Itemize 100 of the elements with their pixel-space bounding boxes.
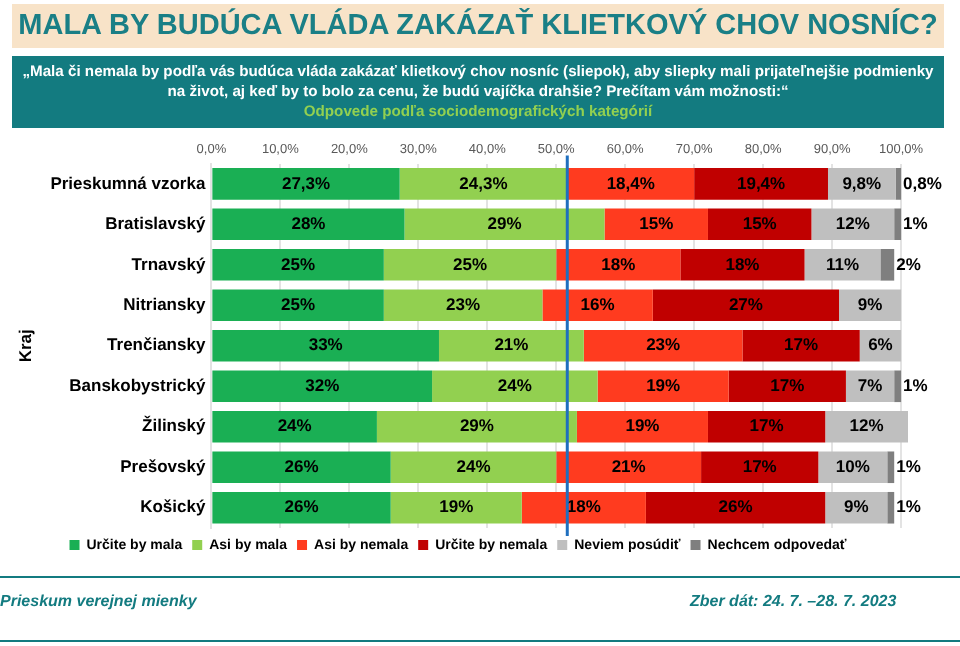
y-tick-label: Bratislavský bbox=[105, 213, 206, 234]
data-label: 17% bbox=[742, 455, 778, 476]
bar bbox=[597, 370, 729, 403]
data-label: 24% bbox=[456, 455, 492, 476]
bar bbox=[880, 249, 895, 281]
data-label: 1% bbox=[896, 455, 922, 476]
bar bbox=[680, 249, 805, 281]
bar bbox=[383, 249, 557, 281]
data-label: 9% bbox=[857, 294, 884, 314]
chart-title: MALA BY BUDÚCA VLÁDA ZAKÁZAŤ KLIETKOVÝ CHOV NOSNÍC? bbox=[12, 4, 944, 48]
bar bbox=[894, 370, 902, 403]
data-label: 33% bbox=[308, 334, 344, 355]
text: Zber dát: 24. 7. –28. 7. 2023 bbox=[690, 592, 897, 610]
bar bbox=[556, 451, 702, 484]
data-label: 29% bbox=[487, 213, 523, 234]
y-tick-label: Košický bbox=[140, 496, 206, 517]
data-label: 18% bbox=[725, 253, 761, 274]
text: Prieskum verejnej mienky bbox=[0, 592, 197, 610]
bar bbox=[212, 249, 384, 281]
bar bbox=[212, 491, 391, 524]
bar bbox=[212, 451, 391, 484]
bar bbox=[701, 451, 819, 484]
data-label: 10% bbox=[835, 455, 871, 476]
data-label: 17% bbox=[749, 415, 785, 436]
bar bbox=[212, 410, 377, 443]
data-label: 26% bbox=[284, 455, 320, 476]
bar bbox=[432, 370, 598, 403]
y-axis-title: Kraj bbox=[14, 329, 35, 363]
data-label: 21% bbox=[611, 455, 647, 476]
data-label: 27,3% bbox=[281, 172, 331, 193]
data-label: 15% bbox=[639, 213, 675, 234]
data-label: 23% bbox=[446, 294, 482, 314]
bar bbox=[728, 370, 846, 403]
bar bbox=[825, 410, 908, 443]
bar bbox=[383, 289, 543, 322]
bar bbox=[212, 168, 400, 200]
data-label: 27% bbox=[728, 294, 764, 314]
data-label: 24% bbox=[497, 374, 533, 395]
y-tick-label: Prešovský bbox=[120, 455, 206, 476]
data-label: 21% bbox=[494, 334, 530, 355]
data-label: 15% bbox=[742, 213, 778, 234]
data-label: 16% bbox=[580, 294, 616, 314]
bar bbox=[556, 249, 681, 281]
y-tick-label: Nitriansky bbox=[123, 294, 206, 314]
data-label: 19% bbox=[646, 374, 682, 395]
bar bbox=[825, 491, 888, 524]
bar bbox=[404, 208, 605, 241]
bar bbox=[576, 410, 708, 443]
data-label: 12% bbox=[835, 213, 871, 234]
data-label: 9% bbox=[843, 496, 870, 517]
y-tick-label: Žilinský bbox=[142, 415, 206, 436]
bar bbox=[804, 249, 881, 281]
data-label: 23% bbox=[646, 334, 682, 355]
data-label: 25% bbox=[281, 294, 316, 314]
data-label: 25% bbox=[453, 253, 488, 274]
data-label: 28% bbox=[291, 213, 327, 234]
y-tick-label: Trenčiansky bbox=[107, 334, 206, 355]
bar bbox=[694, 168, 828, 200]
data-label: 24% bbox=[277, 415, 313, 436]
bar bbox=[212, 289, 384, 322]
bar bbox=[742, 330, 860, 362]
bar bbox=[895, 168, 902, 200]
data-label: 17% bbox=[770, 374, 806, 395]
data-label: 17% bbox=[784, 334, 819, 355]
data-label: 12% bbox=[849, 415, 885, 436]
data-label: 19,4% bbox=[736, 172, 787, 193]
data-label: 9,8% bbox=[842, 172, 883, 193]
bar bbox=[652, 289, 840, 322]
data-label: 25% bbox=[281, 253, 316, 274]
bar bbox=[376, 410, 577, 443]
data-label: 0,8% bbox=[903, 172, 943, 193]
data-label: 29% bbox=[459, 415, 495, 436]
bar bbox=[645, 491, 826, 524]
y-tick-label: Banskobystrický bbox=[69, 374, 206, 395]
bar bbox=[390, 491, 522, 524]
bar bbox=[567, 168, 695, 200]
bar bbox=[438, 330, 584, 362]
data-label: 32% bbox=[305, 374, 341, 395]
data-label: 26% bbox=[718, 496, 754, 517]
data-label: 2% bbox=[896, 253, 922, 274]
data-label: 1% bbox=[903, 213, 929, 234]
bar bbox=[887, 451, 895, 484]
y-tick-label: Trnavský bbox=[131, 253, 206, 274]
data-label: 26% bbox=[284, 496, 320, 517]
bar bbox=[707, 410, 826, 443]
data-label: 19% bbox=[439, 496, 475, 517]
bar bbox=[212, 330, 439, 362]
bar bbox=[894, 208, 902, 241]
bar bbox=[390, 451, 557, 484]
data-label: 11% bbox=[825, 253, 860, 274]
data-label: 18,4% bbox=[606, 172, 656, 193]
bar bbox=[604, 208, 708, 241]
data-label: 24,3% bbox=[459, 172, 509, 193]
data-label: 1% bbox=[903, 374, 929, 395]
bar bbox=[212, 370, 433, 403]
y-tick-label: Prieskumná vzorka bbox=[50, 172, 206, 193]
bar bbox=[583, 330, 743, 362]
data-label: 7% bbox=[857, 374, 884, 395]
data-label: 19% bbox=[625, 415, 661, 436]
bar bbox=[887, 491, 895, 524]
